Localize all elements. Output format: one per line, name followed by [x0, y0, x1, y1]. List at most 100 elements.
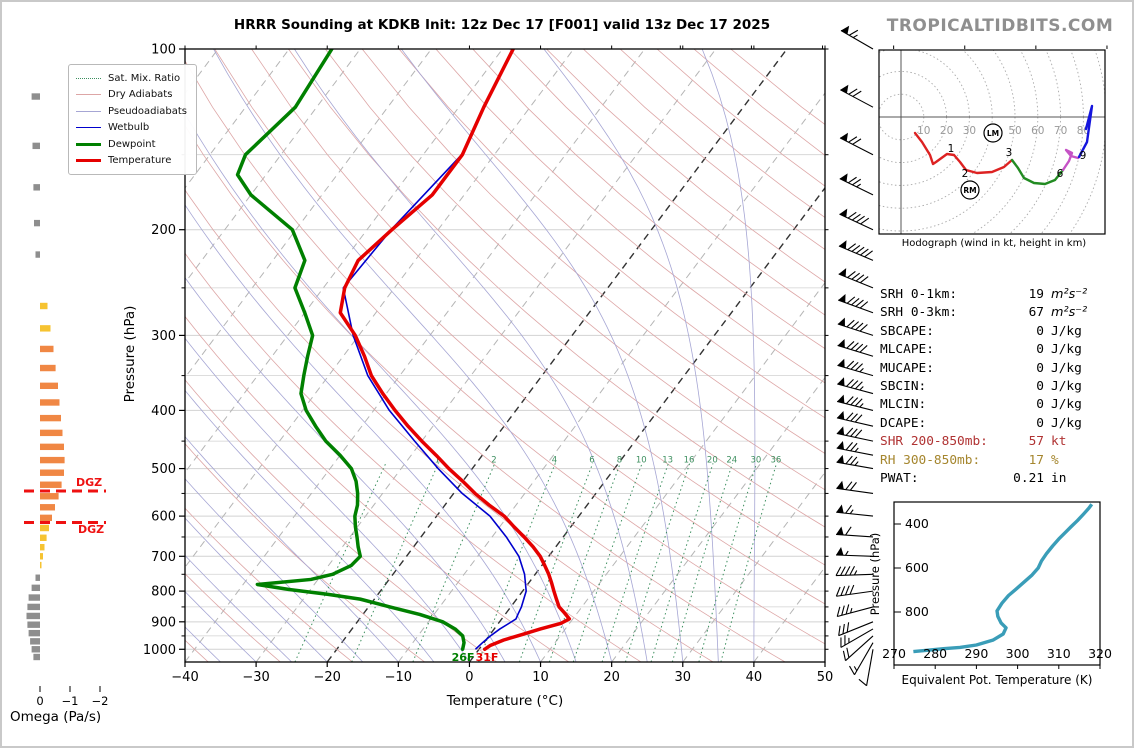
- pressure-axis-label: Pressure (hPa): [122, 305, 138, 403]
- hodograph-caption: Hodograph (wind in kt, height in km): [901, 238, 1087, 249]
- hodograph: 102030405060708012369LMRM: [878, 49, 1106, 235]
- stat-row: MLCAPE: 0 J/kg: [880, 341, 1130, 359]
- wind-barb: [835, 584, 874, 597]
- wind-barb: [839, 208, 874, 231]
- stat-label: DCAPE:: [880, 415, 927, 431]
- wind-barb: [836, 394, 874, 411]
- stat-unit: m²s⁻²: [1051, 287, 1088, 302]
- svg-text:60: 60: [1031, 125, 1044, 137]
- svg-text:2: 2: [491, 455, 496, 465]
- svg-text:600: 600: [905, 560, 929, 575]
- wind-barb: [838, 240, 874, 261]
- stat-row: SHR 200-850mb: 57 kt: [880, 433, 1130, 451]
- legend-label: Wetbulb: [108, 122, 150, 134]
- stat-label: SHR 200-850mb:: [880, 434, 988, 450]
- svg-text:300: 300: [1006, 646, 1030, 661]
- svg-text:50: 50: [1008, 125, 1021, 137]
- svg-text:30: 30: [963, 125, 976, 137]
- stat-label: SRH 0-1km:: [880, 287, 958, 302]
- svg-text:10: 10: [917, 125, 930, 137]
- wind-barb: [836, 410, 874, 427]
- svg-text:900: 900: [151, 615, 176, 630]
- wind-barb: [837, 377, 874, 395]
- svg-text:400: 400: [151, 404, 176, 419]
- dgz-label-bottom: DGZ: [78, 523, 105, 536]
- stat-unit: J/kg: [1051, 342, 1082, 358]
- legend-item-temp: Temperature: [76, 153, 187, 170]
- legend-label: Dry Adiabats: [108, 89, 173, 101]
- stat-value: 67: [1028, 305, 1044, 321]
- stat-label: PWAT:: [880, 471, 919, 487]
- svg-text:100: 100: [151, 43, 176, 58]
- svg-text:−2: −2: [92, 694, 109, 708]
- wind-barb: [840, 25, 874, 50]
- wetbulb-curve: [342, 49, 527, 650]
- legend-label: Dewpoint: [108, 138, 156, 150]
- stat-label: SBCAPE:: [880, 323, 934, 339]
- svg-text:1: 1: [435, 455, 440, 465]
- svg-text:800: 800: [905, 604, 929, 619]
- svg-text:30: 30: [675, 670, 692, 685]
- hodograph-trace-9km+: [1077, 104, 1094, 159]
- stat-unit: J/kg: [1051, 360, 1082, 376]
- svg-text:600: 600: [151, 510, 176, 525]
- legend-label: Sat. Mix. Ratio: [108, 72, 181, 84]
- svg-text:RM: RM: [963, 186, 976, 195]
- svg-text:70: 70: [1054, 125, 1067, 137]
- stat-label: MLCIN:: [880, 397, 927, 413]
- stat-unit: J/kg: [1051, 397, 1082, 413]
- wind-barb: [838, 621, 874, 637]
- svg-text:500: 500: [151, 462, 176, 477]
- dewpoint-curve: [235, 49, 466, 652]
- wind-barb: [837, 338, 874, 357]
- stat-value: 0: [1036, 397, 1044, 413]
- wind-barb: [836, 526, 874, 538]
- stat-label: MLCAPE:: [880, 342, 934, 358]
- hodograph-trace-3-6km: [1010, 158, 1065, 186]
- stat-value: 0.21: [1013, 471, 1044, 487]
- stat-value: 0: [1036, 415, 1044, 431]
- svg-text:310: 310: [1047, 646, 1071, 661]
- stat-value: 17: [1028, 452, 1044, 468]
- svg-text:24: 24: [726, 455, 737, 465]
- dry-line-swatch: [76, 94, 101, 96]
- svg-text:800: 800: [151, 585, 176, 600]
- stat-row: SRH 0-1km: 19 m²s⁻²: [880, 286, 1130, 304]
- thetae-panel: 270 280 290 300 310 320 400 600 800: [882, 501, 1112, 669]
- brand-logo: TROPICALTIDBITS.COM: [886, 16, 1114, 36]
- hodograph-trace-0-3km: [913, 131, 1014, 175]
- svg-text:200: 200: [151, 223, 176, 238]
- svg-text:0: 0: [465, 670, 473, 685]
- stat-row: SRH 0-3km: 67 m²s⁻²: [880, 304, 1130, 322]
- svg-text:8: 8: [617, 455, 622, 465]
- svg-text:9: 9: [1080, 150, 1087, 162]
- wind-barb: [840, 84, 874, 108]
- svg-text:6: 6: [1057, 168, 1064, 180]
- wind-barb: [836, 440, 874, 456]
- wind-barb: [837, 358, 874, 377]
- wind-barb: [835, 566, 874, 577]
- temperature-curve: [338, 49, 572, 652]
- thetae-axis-label: Equivalent Pot. Temperature (K): [901, 673, 1093, 687]
- stat-value: 0: [1036, 342, 1044, 358]
- stat-unit: J/kg: [1051, 323, 1082, 339]
- dew-line-swatch: [76, 142, 101, 146]
- svg-text:20: 20: [940, 125, 953, 137]
- stat-unit: in: [1051, 471, 1067, 487]
- wind-barb: [840, 628, 874, 648]
- legend-item-dry: Dry Adiabats: [76, 87, 187, 104]
- thetae-pressure-label: Pressure (hPa): [868, 532, 882, 616]
- stat-value: 0: [1036, 379, 1044, 395]
- wind-barb: [858, 649, 874, 687]
- stat-value: 19: [1028, 287, 1044, 302]
- svg-text:2: 2: [962, 168, 969, 180]
- mixing-ratio-labels: 1 2 4 6 8 10 13 16 20 24 30 36: [435, 455, 782, 465]
- svg-text:20: 20: [603, 670, 620, 685]
- svg-text:10: 10: [532, 670, 549, 685]
- omega-axis-label: Omega (Pa/s): [10, 709, 102, 725]
- svg-text:0: 0: [36, 694, 43, 708]
- svg-text:280: 280: [923, 646, 947, 661]
